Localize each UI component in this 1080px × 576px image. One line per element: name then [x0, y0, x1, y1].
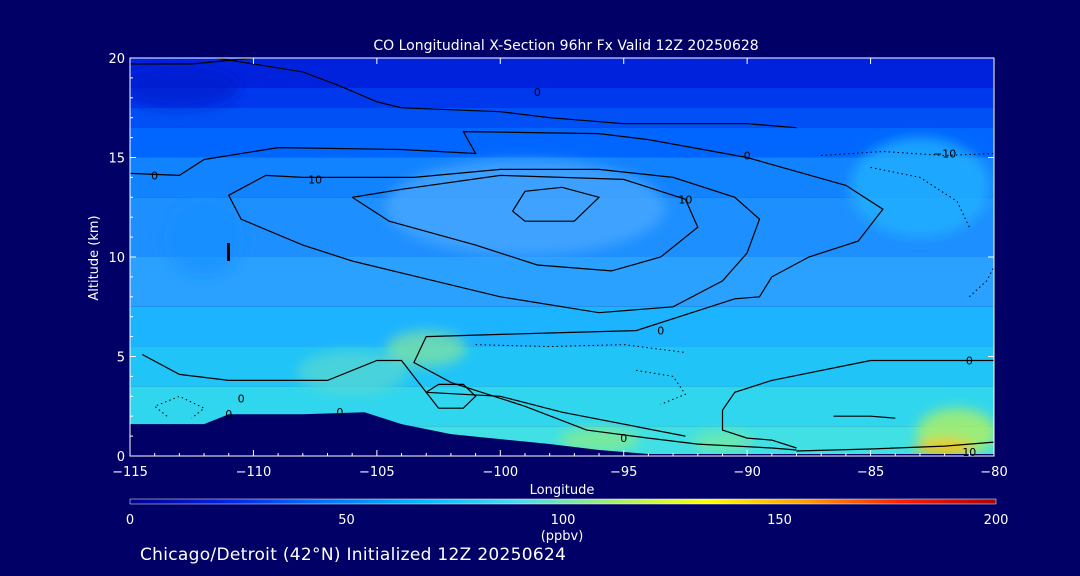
- x-tick-label: −80: [980, 465, 1007, 480]
- colorbar-tick-label: 150: [767, 513, 792, 528]
- contour-dotted-2: [636, 369, 687, 405]
- x-tick-label: −110: [236, 465, 272, 480]
- x-tick-label: −95: [610, 465, 637, 480]
- contour-label-4: 0: [744, 150, 751, 163]
- x-tick-label: −90: [733, 465, 760, 480]
- chart-title: CO Longitudinal X-Section 96hr Fx Valid …: [373, 38, 758, 54]
- colorbar-ticks: 0 50 100 150 200: [126, 513, 1009, 528]
- contour-solid-0: [216, 58, 797, 129]
- contour-solid-7: [721, 359, 994, 449]
- contour-solid-8: [833, 415, 896, 419]
- contour-label-12: 10: [962, 446, 976, 459]
- contour-dotted-5: [968, 266, 994, 298]
- footer-location: Chicago/Detroit (42°N) Initialized 12Z 2…: [140, 545, 566, 565]
- contour-label-3: 10: [678, 193, 692, 206]
- contour-solid-4: [512, 186, 601, 222]
- marker-bar: [227, 243, 230, 261]
- contour-label-6: 0: [657, 325, 664, 338]
- contour-label-11: 0: [620, 432, 627, 445]
- colorbar-tick-label: 100: [551, 513, 576, 528]
- contour-label-0: 0: [151, 169, 158, 182]
- y-tick-label: 10: [108, 251, 125, 266]
- contour-solid-2: [227, 168, 761, 314]
- contour-label-2: 10: [308, 173, 322, 186]
- x-tick-label: −85: [857, 465, 884, 480]
- contour-label-5: −10: [933, 148, 956, 161]
- contour-label-9: 0: [225, 408, 232, 421]
- colorbar-tick-label: 200: [984, 513, 1009, 528]
- x-tick-label: −115: [112, 465, 148, 480]
- y-axis: 0 5 10 15 20: [108, 52, 994, 465]
- y-tick-label: 0: [117, 450, 125, 465]
- contour-lines: [130, 58, 994, 452]
- contour-label-10: 0: [336, 406, 343, 419]
- contour-label-7: 0: [966, 354, 973, 367]
- contour-solid-6: [425, 383, 477, 409]
- contour-solid-10: [130, 58, 254, 65]
- y-tick-label: 20: [108, 52, 125, 67]
- contour-solid-9: [796, 441, 994, 452]
- contour-solid-5: [142, 353, 686, 437]
- y-tick-label: 5: [117, 351, 125, 366]
- x-axis-label: Longitude: [530, 483, 595, 498]
- terrain-mask: [130, 412, 994, 456]
- contour-label-1: 0: [534, 86, 541, 99]
- y-tick-label: 15: [108, 152, 125, 167]
- colorbar-tick-label: 0: [126, 513, 134, 528]
- contour-solid-1: [130, 130, 884, 451]
- colorbar-unit: (ppbv): [541, 529, 584, 544]
- colorbar: [129, 498, 997, 505]
- x-axis: −115 −110 −105 −100 −95 −90 −85 −80: [112, 58, 1008, 480]
- co-concentration-field: [130, 58, 994, 456]
- colorbar-tick-label: 50: [338, 513, 355, 528]
- y-axis-label: Altitude (km): [87, 215, 102, 300]
- plot-area: [130, 58, 994, 456]
- x-tick-label: −100: [482, 465, 518, 480]
- contour-dotted-4: [870, 166, 970, 228]
- contour-solid-3: [351, 174, 699, 272]
- contour-label-8: 0: [238, 392, 245, 405]
- x-tick-label: −105: [359, 465, 395, 480]
- contour-dotted-1: [475, 344, 686, 353]
